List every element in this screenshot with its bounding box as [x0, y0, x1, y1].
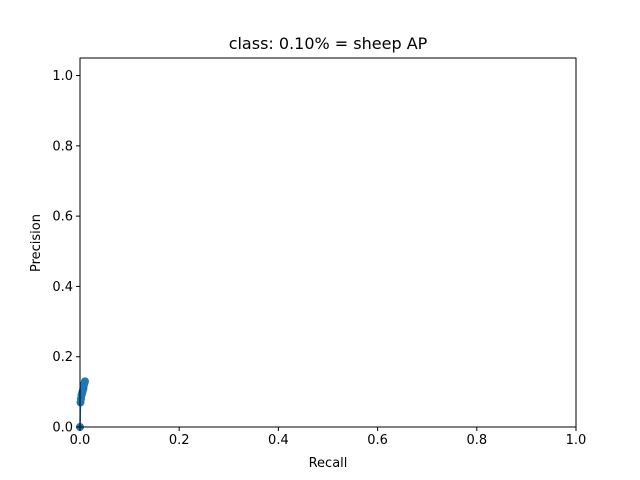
x-axis-label: Recall	[309, 456, 348, 471]
x-tick-label: 0.0	[70, 433, 91, 448]
plot-area	[76, 377, 89, 431]
y-tick-label: 0.6	[52, 210, 73, 225]
y-tick-label: 0.2	[52, 350, 73, 365]
x-tick-label: 0.2	[169, 433, 190, 448]
y-tick-label: 0.4	[52, 280, 73, 295]
y-tick-label: 1.0	[52, 69, 73, 84]
y-tick-label: 0.8	[52, 139, 73, 154]
x-tick-label: 1.0	[566, 433, 587, 448]
x-tick-label: 0.6	[367, 433, 388, 448]
x-tick-label: 0.4	[268, 433, 289, 448]
y-tick-label: 0.0	[52, 421, 73, 436]
x-tick-label: 0.8	[466, 433, 487, 448]
y-axis-ticks: 0.0 0.2 0.4 0.6 0.8 1.0	[52, 69, 80, 436]
chart-title: class: 0.10% = sheep AP	[229, 34, 428, 53]
data-point	[80, 377, 89, 386]
y-axis-label: Precision	[29, 214, 44, 272]
axes-frame	[79, 57, 577, 428]
x-axis-ticks: 0.0 0.2 0.4 0.6 0.8 1.0	[70, 427, 587, 448]
